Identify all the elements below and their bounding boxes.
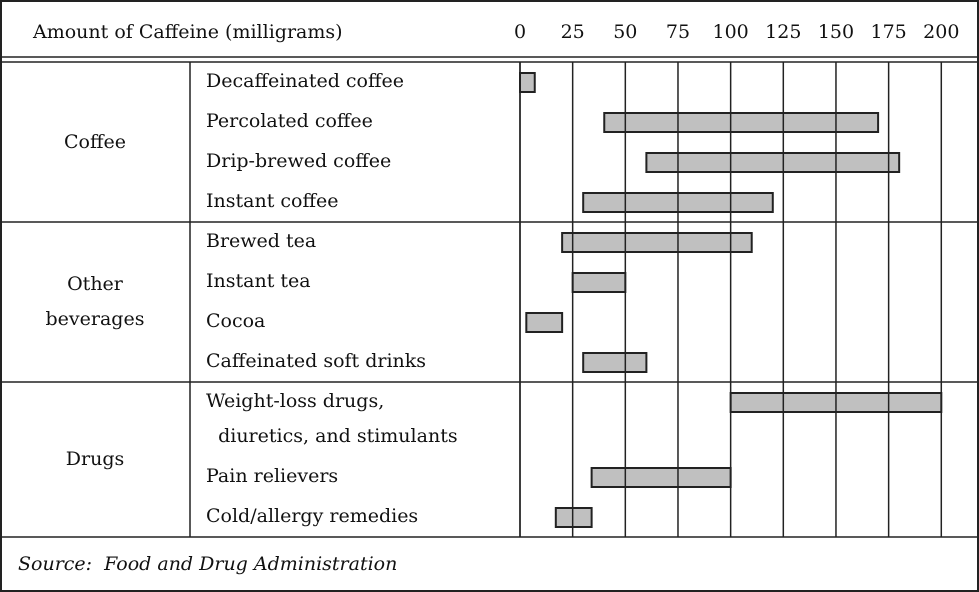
- range-bar: [582, 352, 648, 373]
- x-tick-label: 125: [765, 21, 802, 43]
- x-tick-label: 75: [665, 21, 691, 43]
- category-label: Percolated coffee: [206, 110, 373, 132]
- range-bar: [645, 152, 901, 173]
- x-axis-label: Amount of Caffeine (milligrams): [33, 21, 343, 43]
- group-label: Drugs: [65, 448, 125, 470]
- category-label: Instant tea: [206, 270, 311, 292]
- source-note: Source: Food and Drug Administration: [18, 553, 398, 575]
- x-tick-label: 175: [870, 21, 907, 43]
- category-label: Cold/allergy remedies: [206, 505, 419, 527]
- range-bar: [525, 312, 564, 333]
- x-tick-label: 0: [513, 21, 527, 43]
- category-label: Drip-brewed coffee: [206, 150, 392, 172]
- category-label: Pain relievers: [206, 465, 339, 487]
- range-bar: [603, 112, 880, 133]
- category-label: Cocoa: [206, 310, 266, 332]
- x-tick-label: 100: [712, 21, 749, 43]
- category-label: Decaffeinated coffee: [206, 70, 404, 92]
- group-label: Other beverages: [45, 273, 145, 330]
- range-bar: [554, 507, 593, 528]
- range-bar: [571, 272, 627, 293]
- x-tick-label: 200: [923, 21, 960, 43]
- category-label: Weight-loss drugs, diuretics, and stimul…: [206, 390, 458, 447]
- category-label: Brewed tea: [206, 230, 317, 252]
- group-label: Coffee: [64, 130, 126, 153]
- category-label: Caffeinated soft drinks: [206, 350, 427, 372]
- range-bar: [519, 72, 536, 93]
- range-bar: [590, 467, 732, 488]
- category-label: Instant coffee: [206, 190, 339, 212]
- x-tick-label: 25: [560, 21, 585, 43]
- x-tick-label: 50: [613, 21, 638, 43]
- range-bar: [561, 232, 753, 253]
- x-tick-label: 150: [817, 21, 855, 43]
